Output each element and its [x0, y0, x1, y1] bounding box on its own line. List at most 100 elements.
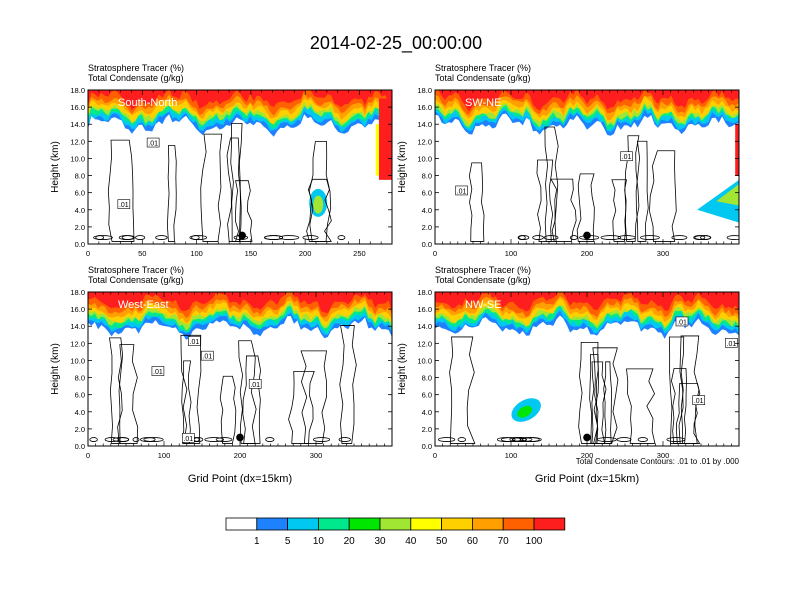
contour-label: .01 [675, 316, 689, 327]
contour-label-text: .01 [250, 382, 260, 389]
x-tick-label: 200 [581, 249, 594, 258]
contour-label-text: .01 [153, 369, 163, 376]
colorbar-label: 5 [285, 536, 291, 547]
y-tick-label: 10.0 [417, 154, 432, 163]
colorbar-swatch [287, 517, 319, 531]
contour [649, 150, 677, 242]
colorbar-label: 60 [467, 536, 479, 547]
condensate-contours [89, 325, 357, 444]
colorbar-swatch [317, 517, 350, 531]
contour [635, 140, 649, 242]
contour [726, 235, 739, 240]
contour [457, 437, 467, 442]
x-axis-label: Grid Point (dx=15km) [188, 473, 292, 485]
contour [671, 368, 687, 444]
y-tick-label: 8.0 [422, 172, 432, 181]
plot-area: .01 .01 [435, 90, 739, 242]
contour-label-text: .01 [694, 398, 704, 405]
y-tick-label: 12.0 [417, 339, 432, 348]
y-tick-label: 8.0 [75, 172, 85, 181]
location-marker [236, 433, 244, 442]
y-tick-label: 6.0 [422, 189, 432, 198]
x-tick-label: 200 [234, 451, 247, 460]
colorbar-swatch [441, 517, 473, 531]
panel-south-north: .01 .01 South-North Stratosphere Tracer (%)… [50, 63, 393, 258]
contour [95, 235, 105, 240]
contour-label: .01 [201, 350, 214, 361]
colorbar-swatch [256, 517, 288, 531]
x-tick-label: 300 [657, 451, 670, 460]
contour [242, 355, 261, 444]
contour [449, 336, 476, 444]
contour [550, 178, 577, 242]
contour-label: .01 [455, 185, 468, 195]
contour [93, 235, 113, 240]
contour-label-box [692, 395, 706, 405]
colorbar-label: 70 [498, 536, 510, 547]
x-tick-label: 0 [433, 451, 437, 460]
colorbar-swatch [225, 517, 258, 531]
panel-label: South-North [118, 97, 177, 109]
contour [603, 361, 612, 444]
contour-label: .01 [117, 199, 131, 209]
contour [112, 437, 130, 442]
contour [302, 235, 319, 240]
colorbar-label: 30 [374, 536, 386, 547]
contour-label: .01 [692, 395, 706, 405]
contour-label-box [620, 151, 633, 162]
contour [230, 123, 243, 242]
colorbar-swatch [471, 517, 504, 531]
x-tick-label: 0 [433, 249, 437, 258]
y-tick-label: 18.0 [70, 86, 85, 95]
panel-title-line1: Stratosphere Tracer (%) [435, 265, 531, 275]
contour [591, 361, 607, 444]
y-tick-label: 0.0 [75, 240, 85, 249]
contour [288, 370, 315, 444]
y-tick-label: 2.0 [422, 223, 432, 232]
main-title: 2014-02-25_00:00:00 [310, 33, 482, 54]
panel-title-line2: Total Condensate (g/kg) [88, 73, 184, 83]
contour-label-text: .01 [119, 202, 129, 209]
y-tick-label: 18.0 [70, 288, 85, 297]
contour [626, 368, 656, 444]
contour [143, 437, 164, 442]
y-tick-label: 4.0 [75, 408, 85, 417]
y-tick-label: 16.0 [70, 103, 85, 112]
tracer-blob [517, 405, 533, 418]
contour [666, 437, 686, 442]
contour [544, 126, 559, 242]
contour-label-box [675, 316, 689, 327]
contour [155, 235, 168, 240]
condensate-contours [468, 126, 739, 242]
contour-label: .01 [248, 379, 262, 389]
contour-label-box [151, 366, 165, 376]
y-tick-label: 0.0 [422, 240, 432, 249]
contour [337, 235, 346, 240]
y-tick-label: 4.0 [75, 206, 85, 215]
x-tick-label: 250 [353, 249, 366, 258]
panel-label: SW-NE [465, 97, 501, 109]
contour-label-box [182, 432, 195, 443]
contour [263, 235, 284, 240]
contour-label-text: .01 [148, 141, 158, 148]
contour [532, 235, 544, 240]
location-marker [583, 433, 591, 442]
panel-title-line2: Total Condensate (g/kg) [88, 275, 184, 285]
x-tick-label: 0 [86, 249, 90, 258]
contour [204, 437, 225, 442]
x-tick-label: 50 [138, 249, 146, 258]
colorbar-swatch [502, 517, 535, 531]
contour [671, 235, 688, 240]
contour-label-text: .01 [183, 436, 193, 443]
contour [678, 335, 700, 444]
contour-label-box [146, 137, 160, 148]
y-tick-label: 8.0 [75, 374, 85, 383]
contour-label-text: .01 [202, 354, 212, 361]
contour [109, 337, 124, 444]
contour-label-text: .01 [677, 319, 687, 326]
y-tick-label: 8.0 [422, 374, 432, 383]
contour [597, 437, 617, 442]
colorbar-label: 100 [526, 536, 543, 547]
x-tick-label: 150 [245, 249, 258, 258]
x-axis-label: Grid Point (dx=15km) [535, 473, 639, 485]
